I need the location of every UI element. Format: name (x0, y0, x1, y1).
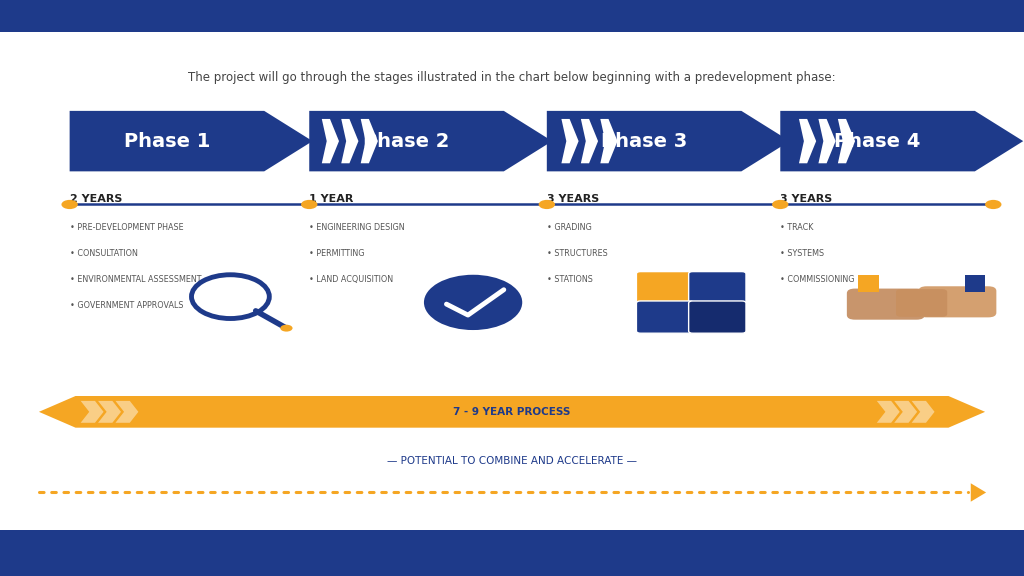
FancyBboxPatch shape (637, 272, 694, 304)
Text: • STATIONS: • STATIONS (547, 275, 593, 284)
Circle shape (681, 312, 699, 323)
Text: • STRUCTURES: • STRUCTURES (547, 249, 607, 258)
Text: • ENGINEERING DESIGN: • ENGINEERING DESIGN (309, 223, 404, 232)
Polygon shape (834, 116, 859, 166)
Circle shape (681, 283, 699, 293)
Polygon shape (309, 111, 552, 172)
Circle shape (281, 325, 293, 332)
FancyBboxPatch shape (896, 289, 947, 317)
Polygon shape (596, 116, 622, 166)
Polygon shape (795, 116, 820, 166)
Text: • CONSULTATION: • CONSULTATION (70, 249, 137, 258)
Polygon shape (561, 119, 579, 164)
Polygon shape (98, 401, 121, 423)
Polygon shape (70, 111, 312, 172)
Polygon shape (317, 116, 343, 166)
Text: Phase 2: Phase 2 (364, 132, 450, 150)
Circle shape (655, 298, 674, 309)
Text: • GOVERNMENT APPROVALS: • GOVERNMENT APPROVALS (70, 301, 183, 310)
Polygon shape (356, 116, 382, 166)
Polygon shape (81, 401, 103, 423)
Polygon shape (577, 116, 602, 166)
Polygon shape (581, 119, 598, 164)
Polygon shape (971, 483, 986, 502)
Text: • PERMITTING: • PERMITTING (309, 249, 365, 258)
FancyBboxPatch shape (919, 286, 996, 317)
Polygon shape (838, 119, 855, 164)
Polygon shape (39, 396, 985, 427)
FancyBboxPatch shape (688, 272, 745, 304)
Circle shape (539, 200, 555, 209)
Polygon shape (814, 116, 840, 166)
FancyBboxPatch shape (688, 301, 745, 333)
Text: Phase 4: Phase 4 (835, 132, 921, 150)
FancyBboxPatch shape (847, 289, 925, 320)
Polygon shape (818, 119, 836, 164)
Text: 7 - 9 YEAR PROCESS: 7 - 9 YEAR PROCESS (454, 407, 570, 417)
Text: 3 YEARS: 3 YEARS (547, 194, 599, 204)
Polygon shape (877, 401, 900, 423)
FancyBboxPatch shape (965, 275, 985, 292)
Polygon shape (341, 119, 358, 164)
Circle shape (772, 200, 788, 209)
Text: • COMMISSIONING: • COMMISSIONING (780, 275, 855, 284)
Polygon shape (911, 401, 935, 423)
Polygon shape (116, 401, 138, 423)
FancyBboxPatch shape (637, 301, 694, 333)
Text: • PRE-DEVELOPMENT PHASE: • PRE-DEVELOPMENT PHASE (70, 223, 183, 232)
Circle shape (61, 200, 78, 209)
Text: • SYSTEMS: • SYSTEMS (780, 249, 824, 258)
Polygon shape (799, 119, 816, 164)
Circle shape (424, 275, 522, 330)
Polygon shape (780, 111, 1023, 172)
Circle shape (301, 200, 317, 209)
Polygon shape (600, 119, 617, 164)
Text: 3 YEARS: 3 YEARS (780, 194, 833, 204)
Text: The project will go through the stages illustrated in the chart below beginning : The project will go through the stages i… (188, 71, 836, 84)
Text: • LAND ACQUISITION: • LAND ACQUISITION (309, 275, 393, 284)
Text: • TRACK: • TRACK (780, 223, 814, 232)
Polygon shape (557, 116, 583, 166)
Text: 1 YEAR: 1 YEAR (309, 194, 353, 204)
Text: • ENVIRONMENTAL ASSESSMENT: • ENVIRONMENTAL ASSESSMENT (70, 275, 201, 284)
Text: • GRADING: • GRADING (547, 223, 592, 232)
Text: 2 YEARS: 2 YEARS (70, 194, 122, 204)
FancyBboxPatch shape (0, 530, 1024, 576)
FancyBboxPatch shape (858, 275, 879, 292)
Polygon shape (894, 401, 918, 423)
Circle shape (985, 200, 1001, 209)
Text: Phase 1: Phase 1 (124, 132, 210, 150)
Text: Phase 3: Phase 3 (601, 132, 687, 150)
Polygon shape (547, 111, 790, 172)
Polygon shape (337, 116, 362, 166)
FancyBboxPatch shape (0, 0, 1024, 32)
Text: — POTENTIAL TO COMBINE AND ACCELERATE —: — POTENTIAL TO COMBINE AND ACCELERATE — (387, 456, 637, 466)
Circle shape (708, 298, 726, 309)
Polygon shape (360, 119, 378, 164)
Polygon shape (322, 119, 339, 164)
